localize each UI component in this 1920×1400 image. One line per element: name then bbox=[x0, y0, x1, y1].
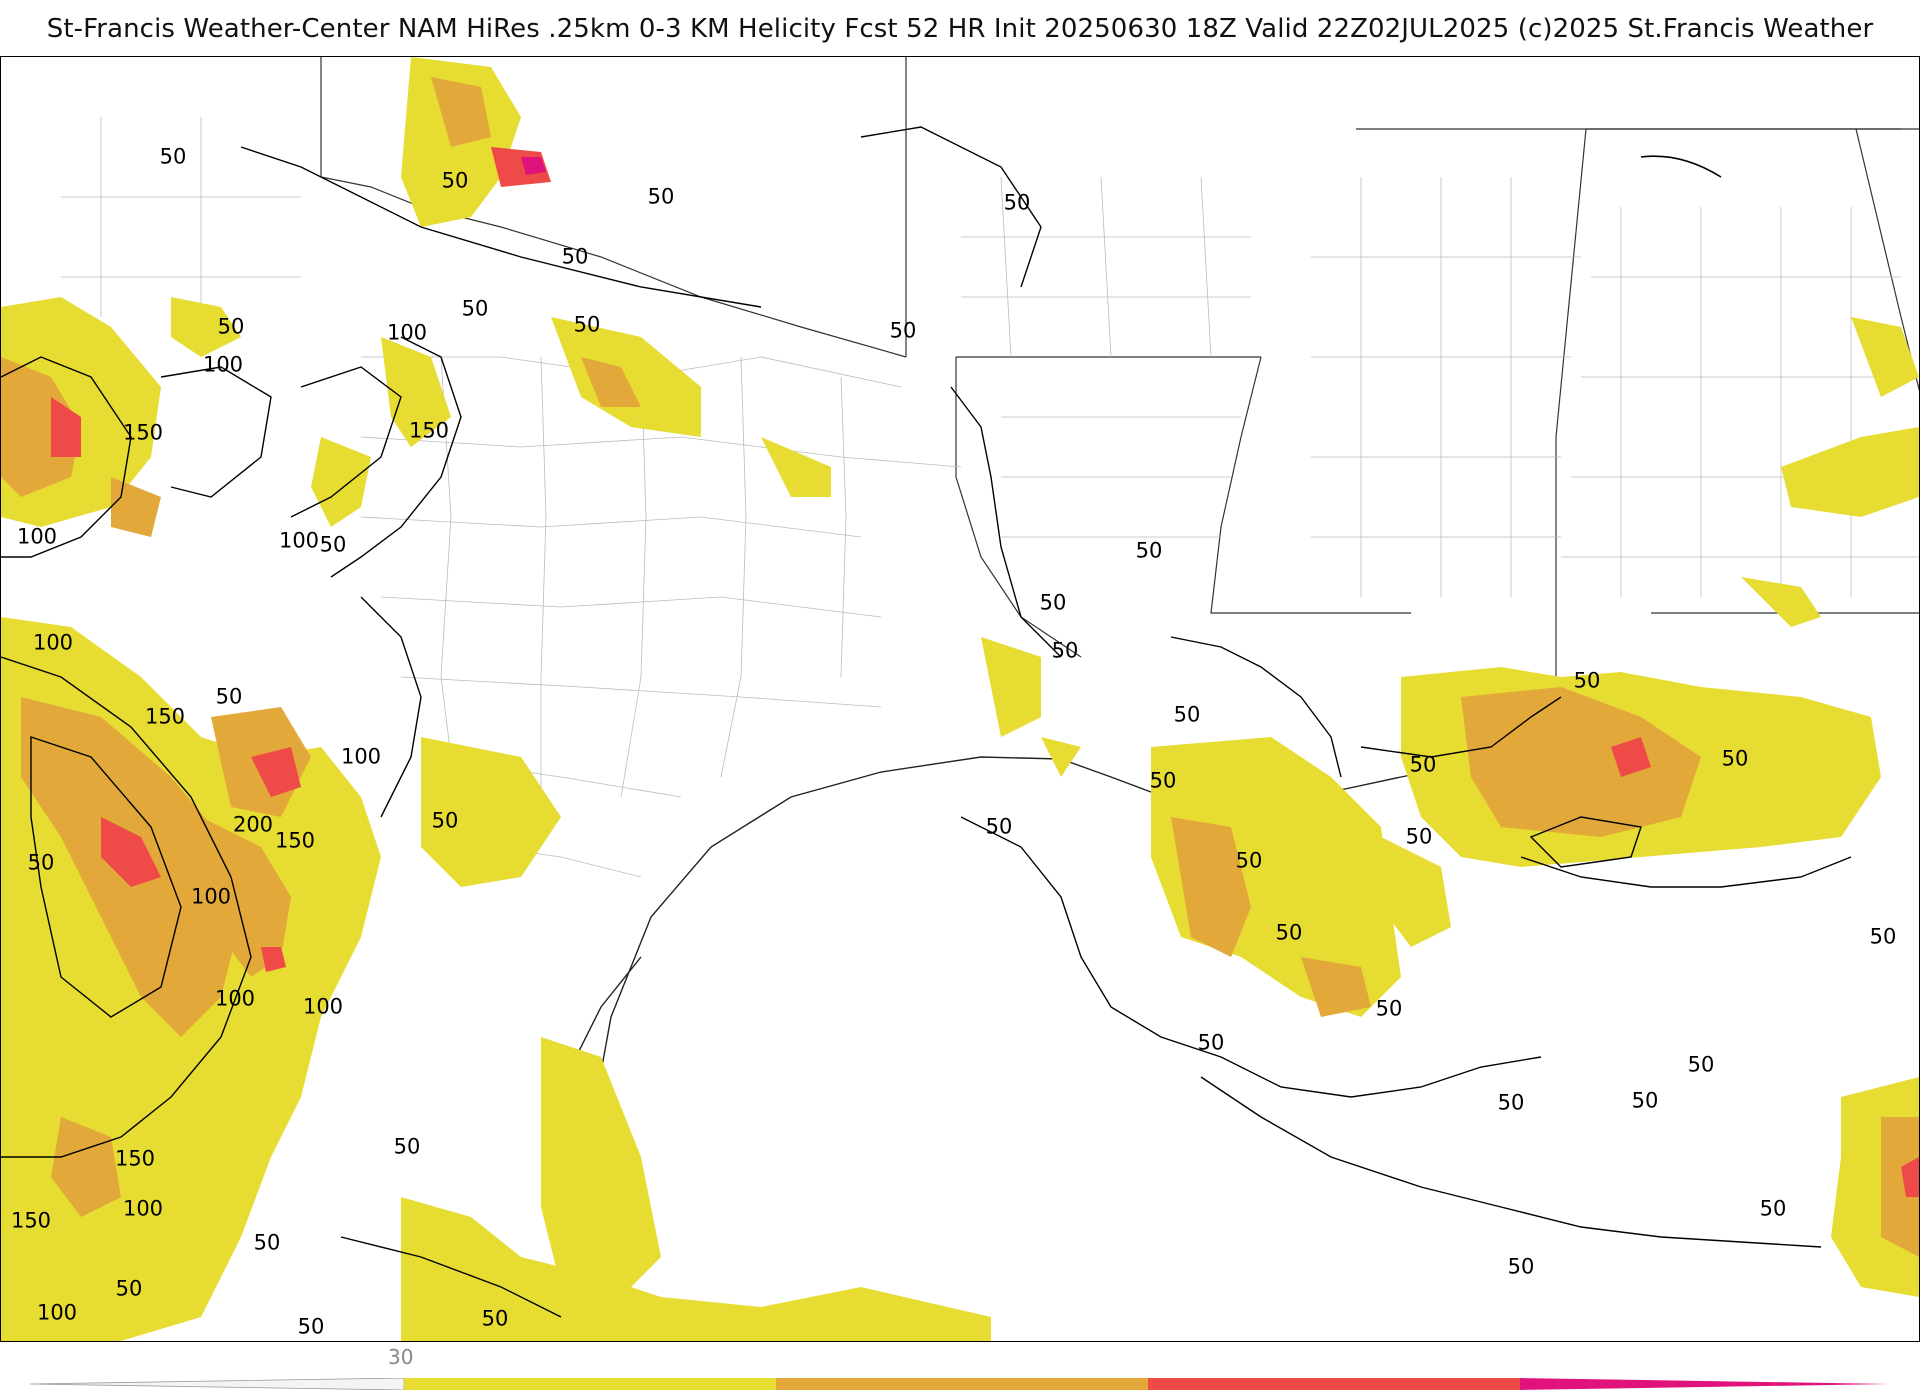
contour-label: 50 bbox=[431, 808, 459, 833]
county-boundaries bbox=[61, 117, 1919, 878]
contour-label: 50 bbox=[115, 1276, 143, 1301]
contour-label: 50 bbox=[217, 314, 245, 339]
contour-label: 200 bbox=[232, 812, 274, 837]
contour-label: 50 bbox=[1405, 824, 1433, 849]
contour-label: 150 bbox=[10, 1208, 52, 1233]
colorbar-underflow-arrow bbox=[30, 1378, 405, 1390]
river-outline bbox=[1640, 155, 1722, 178]
colorbar-bin bbox=[1148, 1378, 1520, 1390]
colorbar-bin bbox=[404, 1378, 776, 1390]
contour-label: 50 bbox=[215, 684, 243, 709]
contour-label: 50 bbox=[481, 1306, 509, 1331]
contour-label: 150 bbox=[114, 1146, 156, 1171]
contour-label: 50 bbox=[1149, 768, 1177, 793]
contour-label: 50 bbox=[1759, 1196, 1787, 1221]
contour-label: 50 bbox=[297, 1314, 325, 1339]
helicity-fill-low bbox=[1, 57, 1919, 1341]
contour-label: 50 bbox=[1573, 668, 1601, 693]
contour-label: 50 bbox=[1631, 1088, 1659, 1113]
contour-label: 150 bbox=[408, 418, 450, 443]
contour-label: 100 bbox=[386, 320, 428, 345]
contour-label: 50 bbox=[1173, 702, 1201, 727]
contour-label: 50 bbox=[1497, 1090, 1525, 1115]
state-boundaries bbox=[320, 57, 1919, 717]
contour-label: 50 bbox=[441, 168, 469, 193]
contour-label: 50 bbox=[319, 532, 347, 557]
contour-label: 150 bbox=[122, 420, 164, 445]
colorbar-tick-label: 30 bbox=[388, 1345, 414, 1369]
contour-label: 50 bbox=[1721, 746, 1749, 771]
contour-label: 100 bbox=[278, 528, 320, 553]
contour-label: 50 bbox=[1051, 638, 1079, 663]
helicity-contours bbox=[1, 126, 1852, 1318]
contour-label: 50 bbox=[1003, 190, 1031, 215]
helicity-fill-high bbox=[51, 147, 1919, 1197]
contour-label: 50 bbox=[1197, 1030, 1225, 1055]
contour-label: 50 bbox=[1409, 752, 1437, 777]
contour-label: 100 bbox=[32, 630, 74, 655]
contour-label: 50 bbox=[393, 1134, 421, 1159]
contour-label: 50 bbox=[1039, 590, 1067, 615]
contour-label: 50 bbox=[889, 318, 917, 343]
contour-label: 100 bbox=[302, 994, 344, 1019]
contour-label: 100 bbox=[214, 986, 256, 1011]
contour-label: 100 bbox=[190, 884, 232, 909]
map-canvas bbox=[1, 57, 1919, 1341]
contour-label: 100 bbox=[16, 524, 58, 549]
contour-label: 50 bbox=[159, 144, 187, 169]
contour-label: 50 bbox=[647, 184, 675, 209]
contour-label: 50 bbox=[561, 244, 589, 269]
contour-label: 100 bbox=[340, 744, 382, 769]
contour-label: 50 bbox=[1375, 996, 1403, 1021]
contour-label: 50 bbox=[1135, 538, 1163, 563]
contour-label: 50 bbox=[573, 312, 601, 337]
contour-label: 50 bbox=[1275, 920, 1303, 945]
contour-label: 50 bbox=[1869, 924, 1897, 949]
colorbar-bin bbox=[776, 1378, 1148, 1390]
contour-label: 50 bbox=[985, 814, 1013, 839]
contour-label: 100 bbox=[36, 1300, 78, 1325]
contour-label: 150 bbox=[144, 704, 186, 729]
contour-label: 50 bbox=[27, 850, 55, 875]
colorbar-overflow-arrow bbox=[1520, 1378, 1890, 1390]
contour-label: 100 bbox=[202, 352, 244, 377]
contour-label: 50 bbox=[1507, 1254, 1535, 1279]
helicity-fill-extreme bbox=[521, 157, 546, 175]
colorbar bbox=[30, 1378, 1890, 1390]
contour-label: 150 bbox=[274, 828, 316, 853]
contour-label: 100 bbox=[122, 1196, 164, 1221]
contour-label: 50 bbox=[1235, 848, 1263, 873]
helicity-map: 50 50 50 50 50 50 50 50 50 100 100 150 1… bbox=[0, 56, 1920, 1342]
contour-label: 50 bbox=[253, 1230, 281, 1255]
contour-label: 50 bbox=[1687, 1052, 1715, 1077]
contour-label: 50 bbox=[461, 296, 489, 321]
map-title: St-Francis Weather-Center NAM HiRes .25k… bbox=[46, 14, 1874, 44]
